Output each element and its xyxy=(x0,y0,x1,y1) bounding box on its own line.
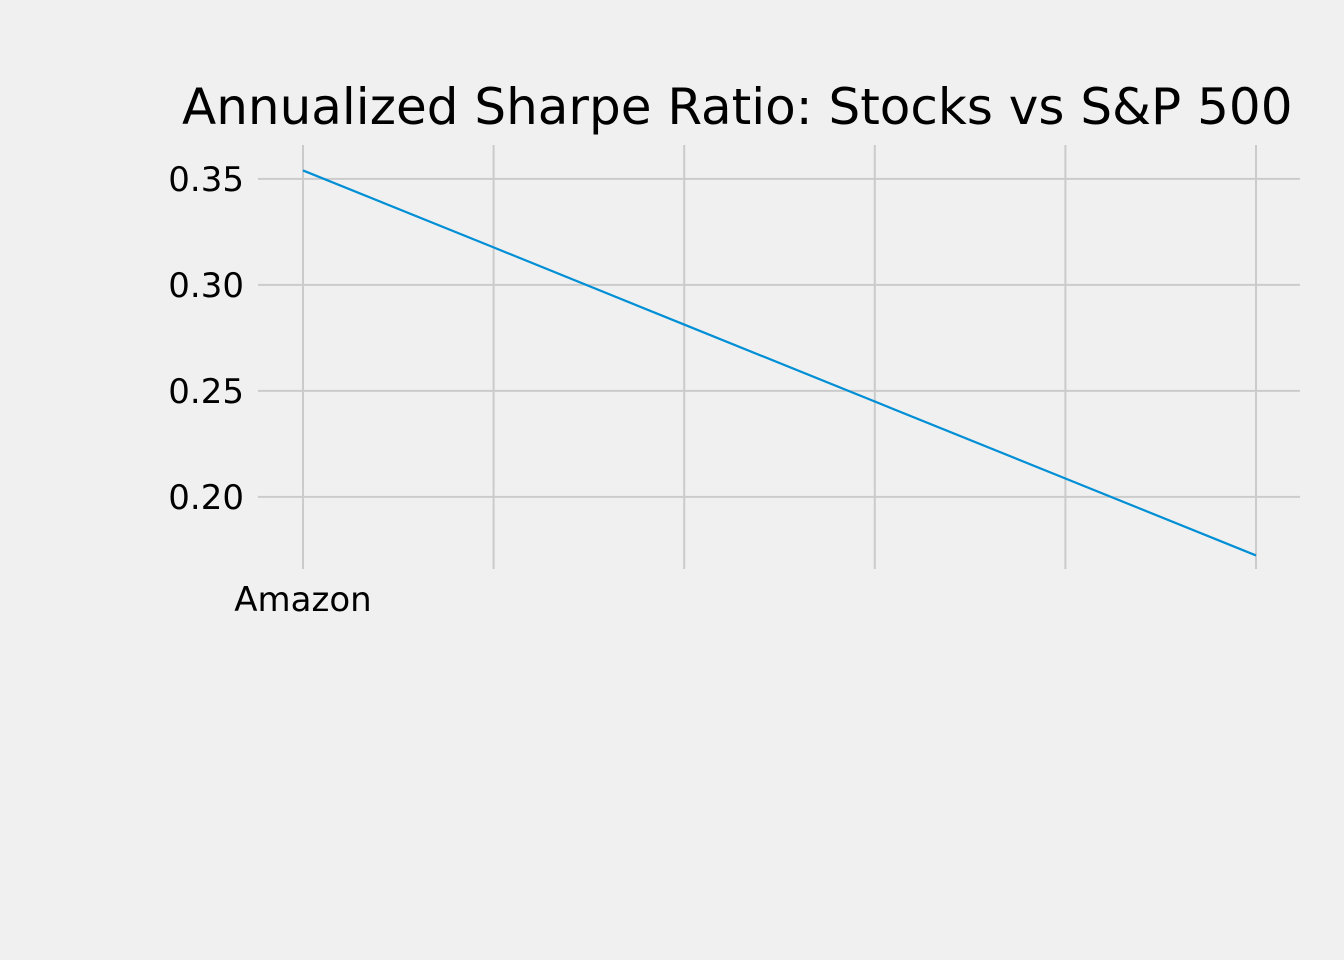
grid xyxy=(258,145,1300,569)
tick-labels: 0.20 0.25 0.30 0.35 Amazon xyxy=(168,160,371,620)
y-tick-label: 0.30 xyxy=(168,266,244,306)
series-layer xyxy=(302,169,1257,557)
series-line xyxy=(302,169,1257,557)
y-tick-label: 0.25 xyxy=(168,372,244,412)
chart-title: Annualized Sharpe Ratio: Stocks vs S&P 5… xyxy=(182,78,1293,136)
y-tick-label: 0.20 xyxy=(168,478,244,518)
y-tick-label: 0.35 xyxy=(168,160,244,200)
x-tick-label: Amazon xyxy=(234,580,371,620)
